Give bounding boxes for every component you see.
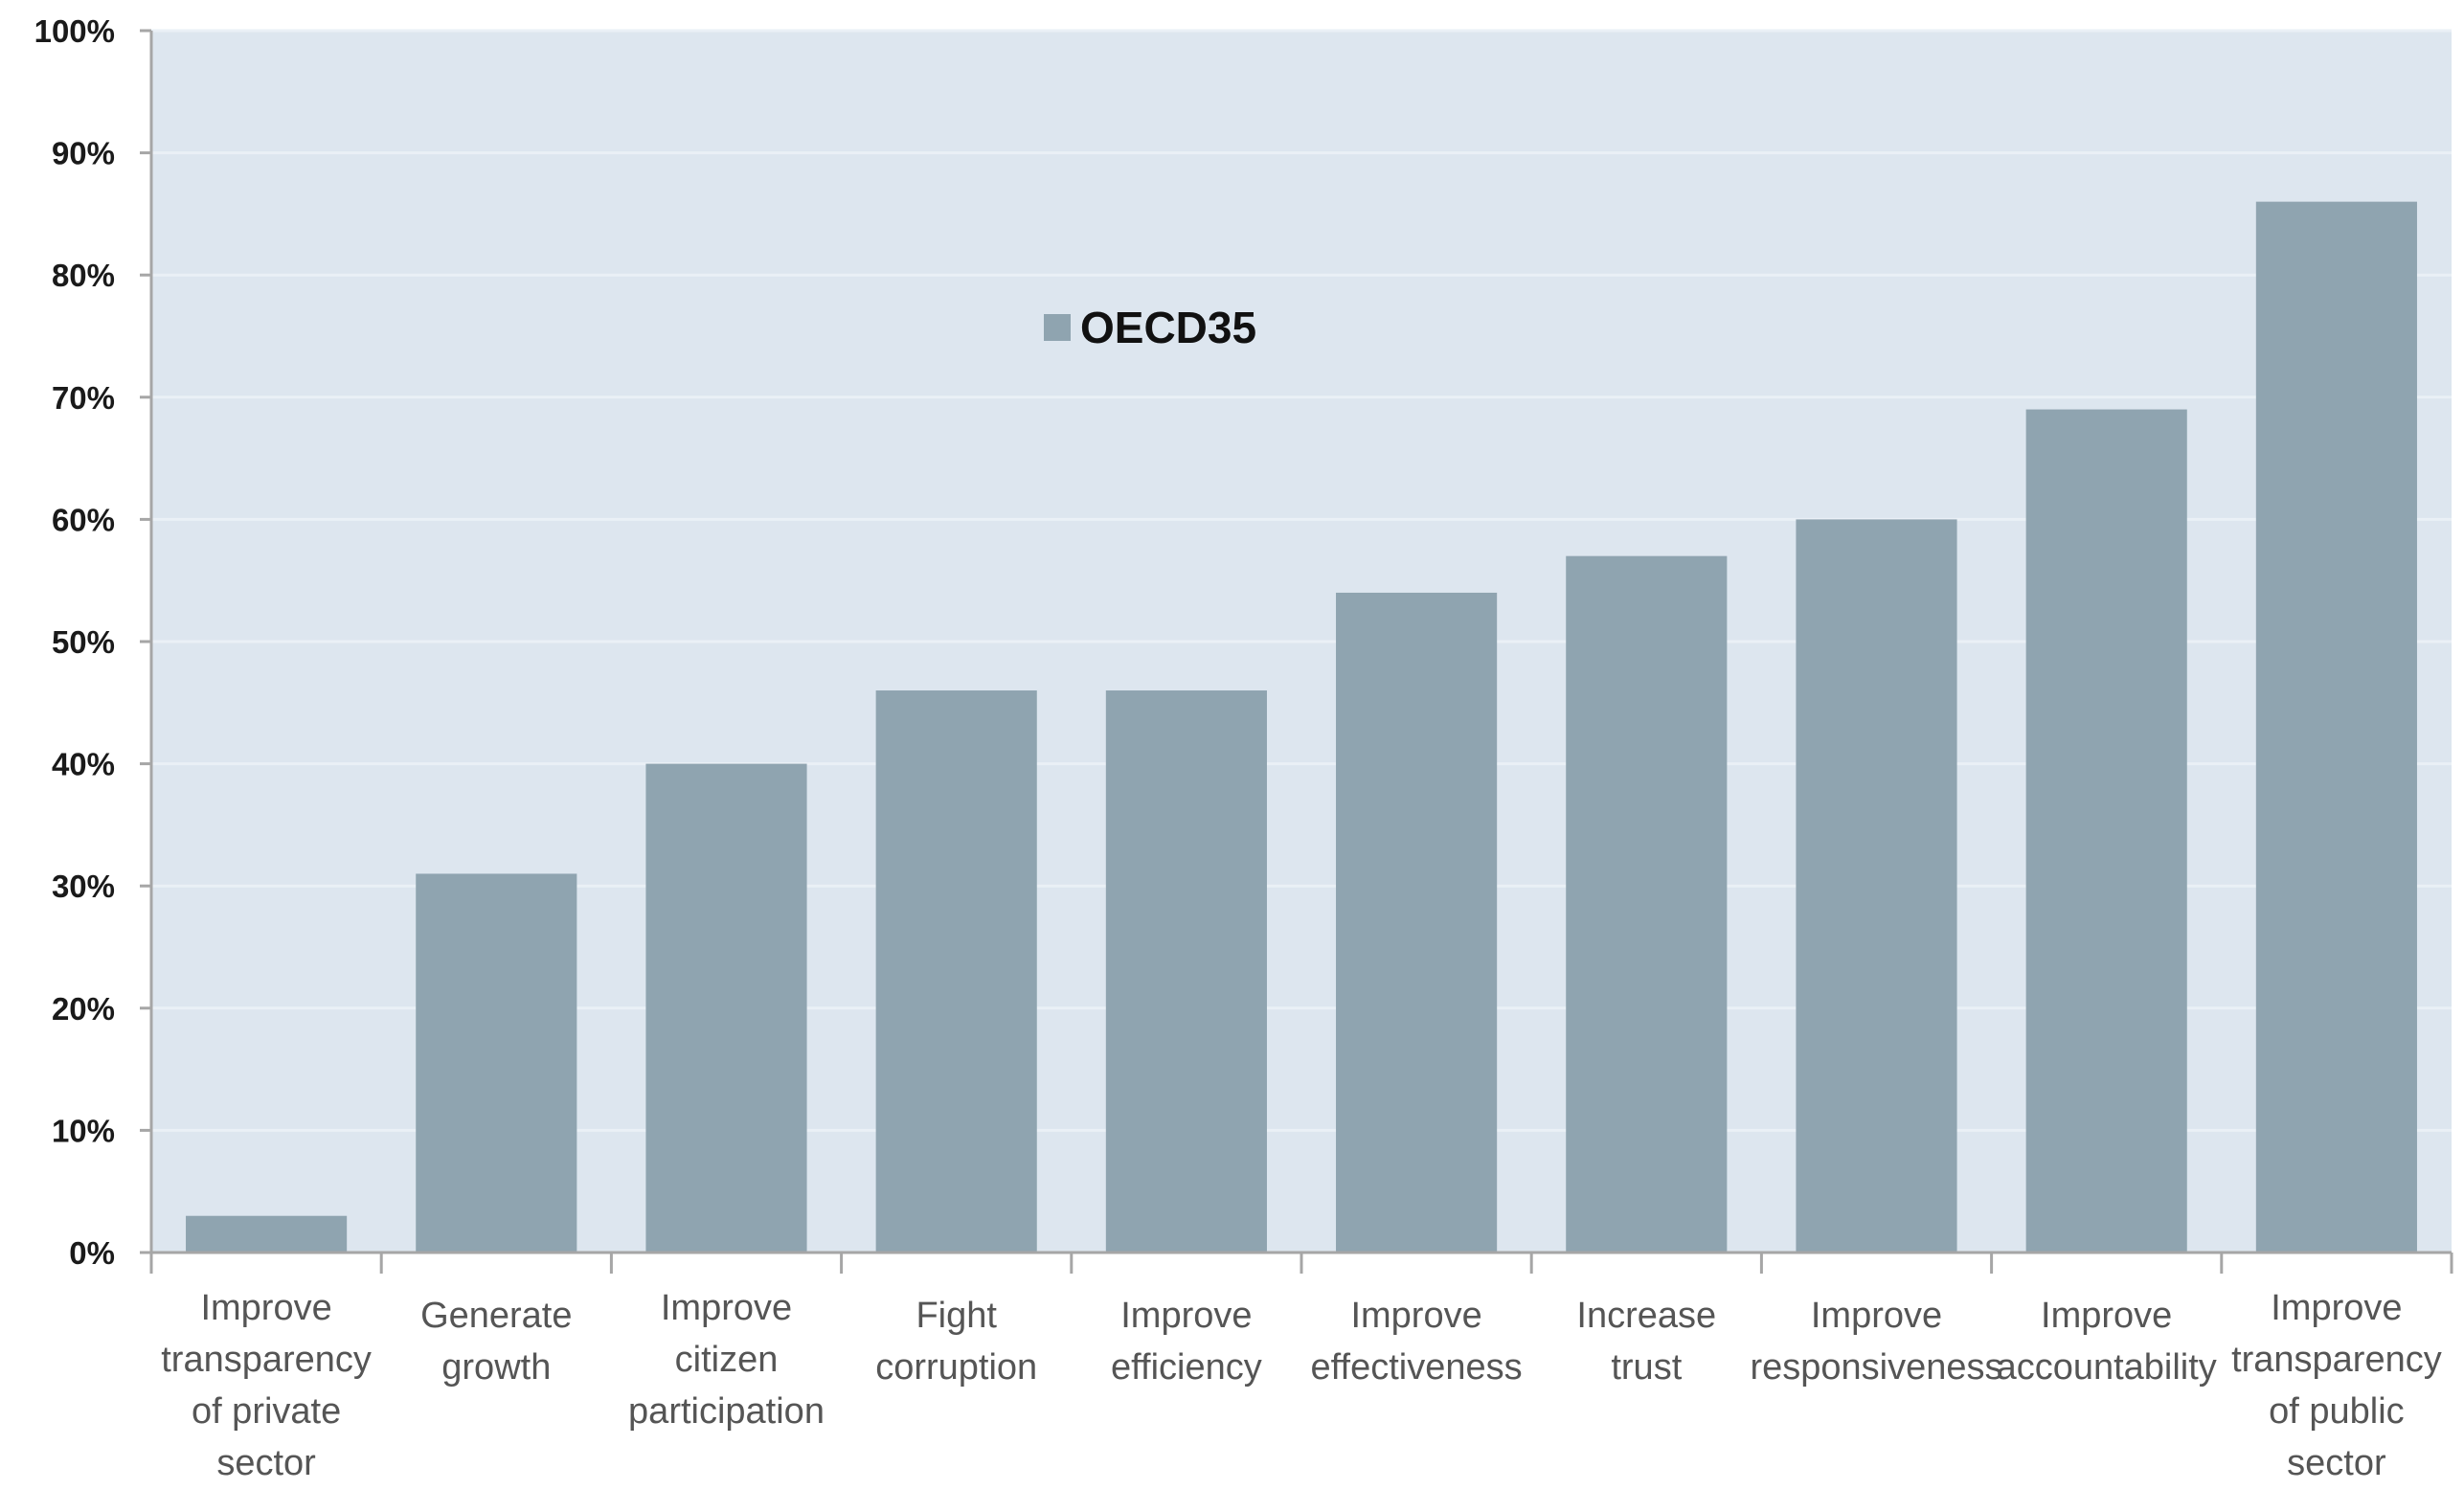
x-tick-labels: Improve transparency of private sector Gener… — [161, 1288, 2441, 1483]
x-tick-label: Increase trust — [1576, 1296, 1716, 1388]
y-tick-label: 20% — [52, 991, 115, 1027]
bar — [1566, 555, 1728, 1253]
y-tick-label: 0% — [69, 1235, 115, 1271]
bar — [186, 1215, 348, 1253]
axes — [140, 29, 2453, 1274]
bars — [186, 201, 2417, 1253]
x-tick-label: Improve effectiveness — [1311, 1296, 1523, 1388]
y-tick-label: 60% — [52, 502, 115, 537]
y-tick-label: 40% — [52, 747, 115, 782]
bar — [875, 690, 1037, 1253]
y-tick-label: 100% — [34, 13, 115, 49]
x-tick-label: Improve efficiency — [1111, 1296, 1262, 1388]
y-tick-label: 90% — [52, 136, 115, 171]
legend-label: OECD35 — [1080, 303, 1256, 352]
y-tick-label: 70% — [52, 380, 115, 416]
legend-swatch — [1044, 314, 1071, 341]
bar — [1796, 519, 1957, 1253]
y-tick-labels: 0% 10% 20% 30% 40% 50% 60% 70% 80% 90% 100% — [34, 13, 115, 1271]
x-tick-label: Improve citizen participation — [628, 1288, 825, 1432]
bar — [416, 873, 577, 1253]
x-tick-label: Fight corruption — [875, 1296, 1037, 1388]
bar — [1336, 592, 1498, 1253]
legend: OECD35 — [1044, 303, 1256, 352]
bar — [2025, 409, 2187, 1253]
x-tick-label: Improve transparency of private sector — [161, 1288, 372, 1483]
bar — [1105, 690, 1267, 1253]
y-tick-label: 10% — [52, 1113, 115, 1148]
x-tick-label: Improve accountability — [1997, 1296, 2217, 1388]
y-tick-label: 50% — [52, 624, 115, 660]
x-tick-label: Improve responsiveness — [1750, 1296, 2002, 1388]
x-tick-label: Improve transparency of public sector — [2231, 1288, 2442, 1483]
x-tick-label: Generate growth — [420, 1296, 572, 1388]
y-tick-label: 80% — [52, 258, 115, 293]
y-tick-label: 30% — [52, 869, 115, 904]
bar — [645, 763, 807, 1253]
bar — [2255, 201, 2417, 1253]
